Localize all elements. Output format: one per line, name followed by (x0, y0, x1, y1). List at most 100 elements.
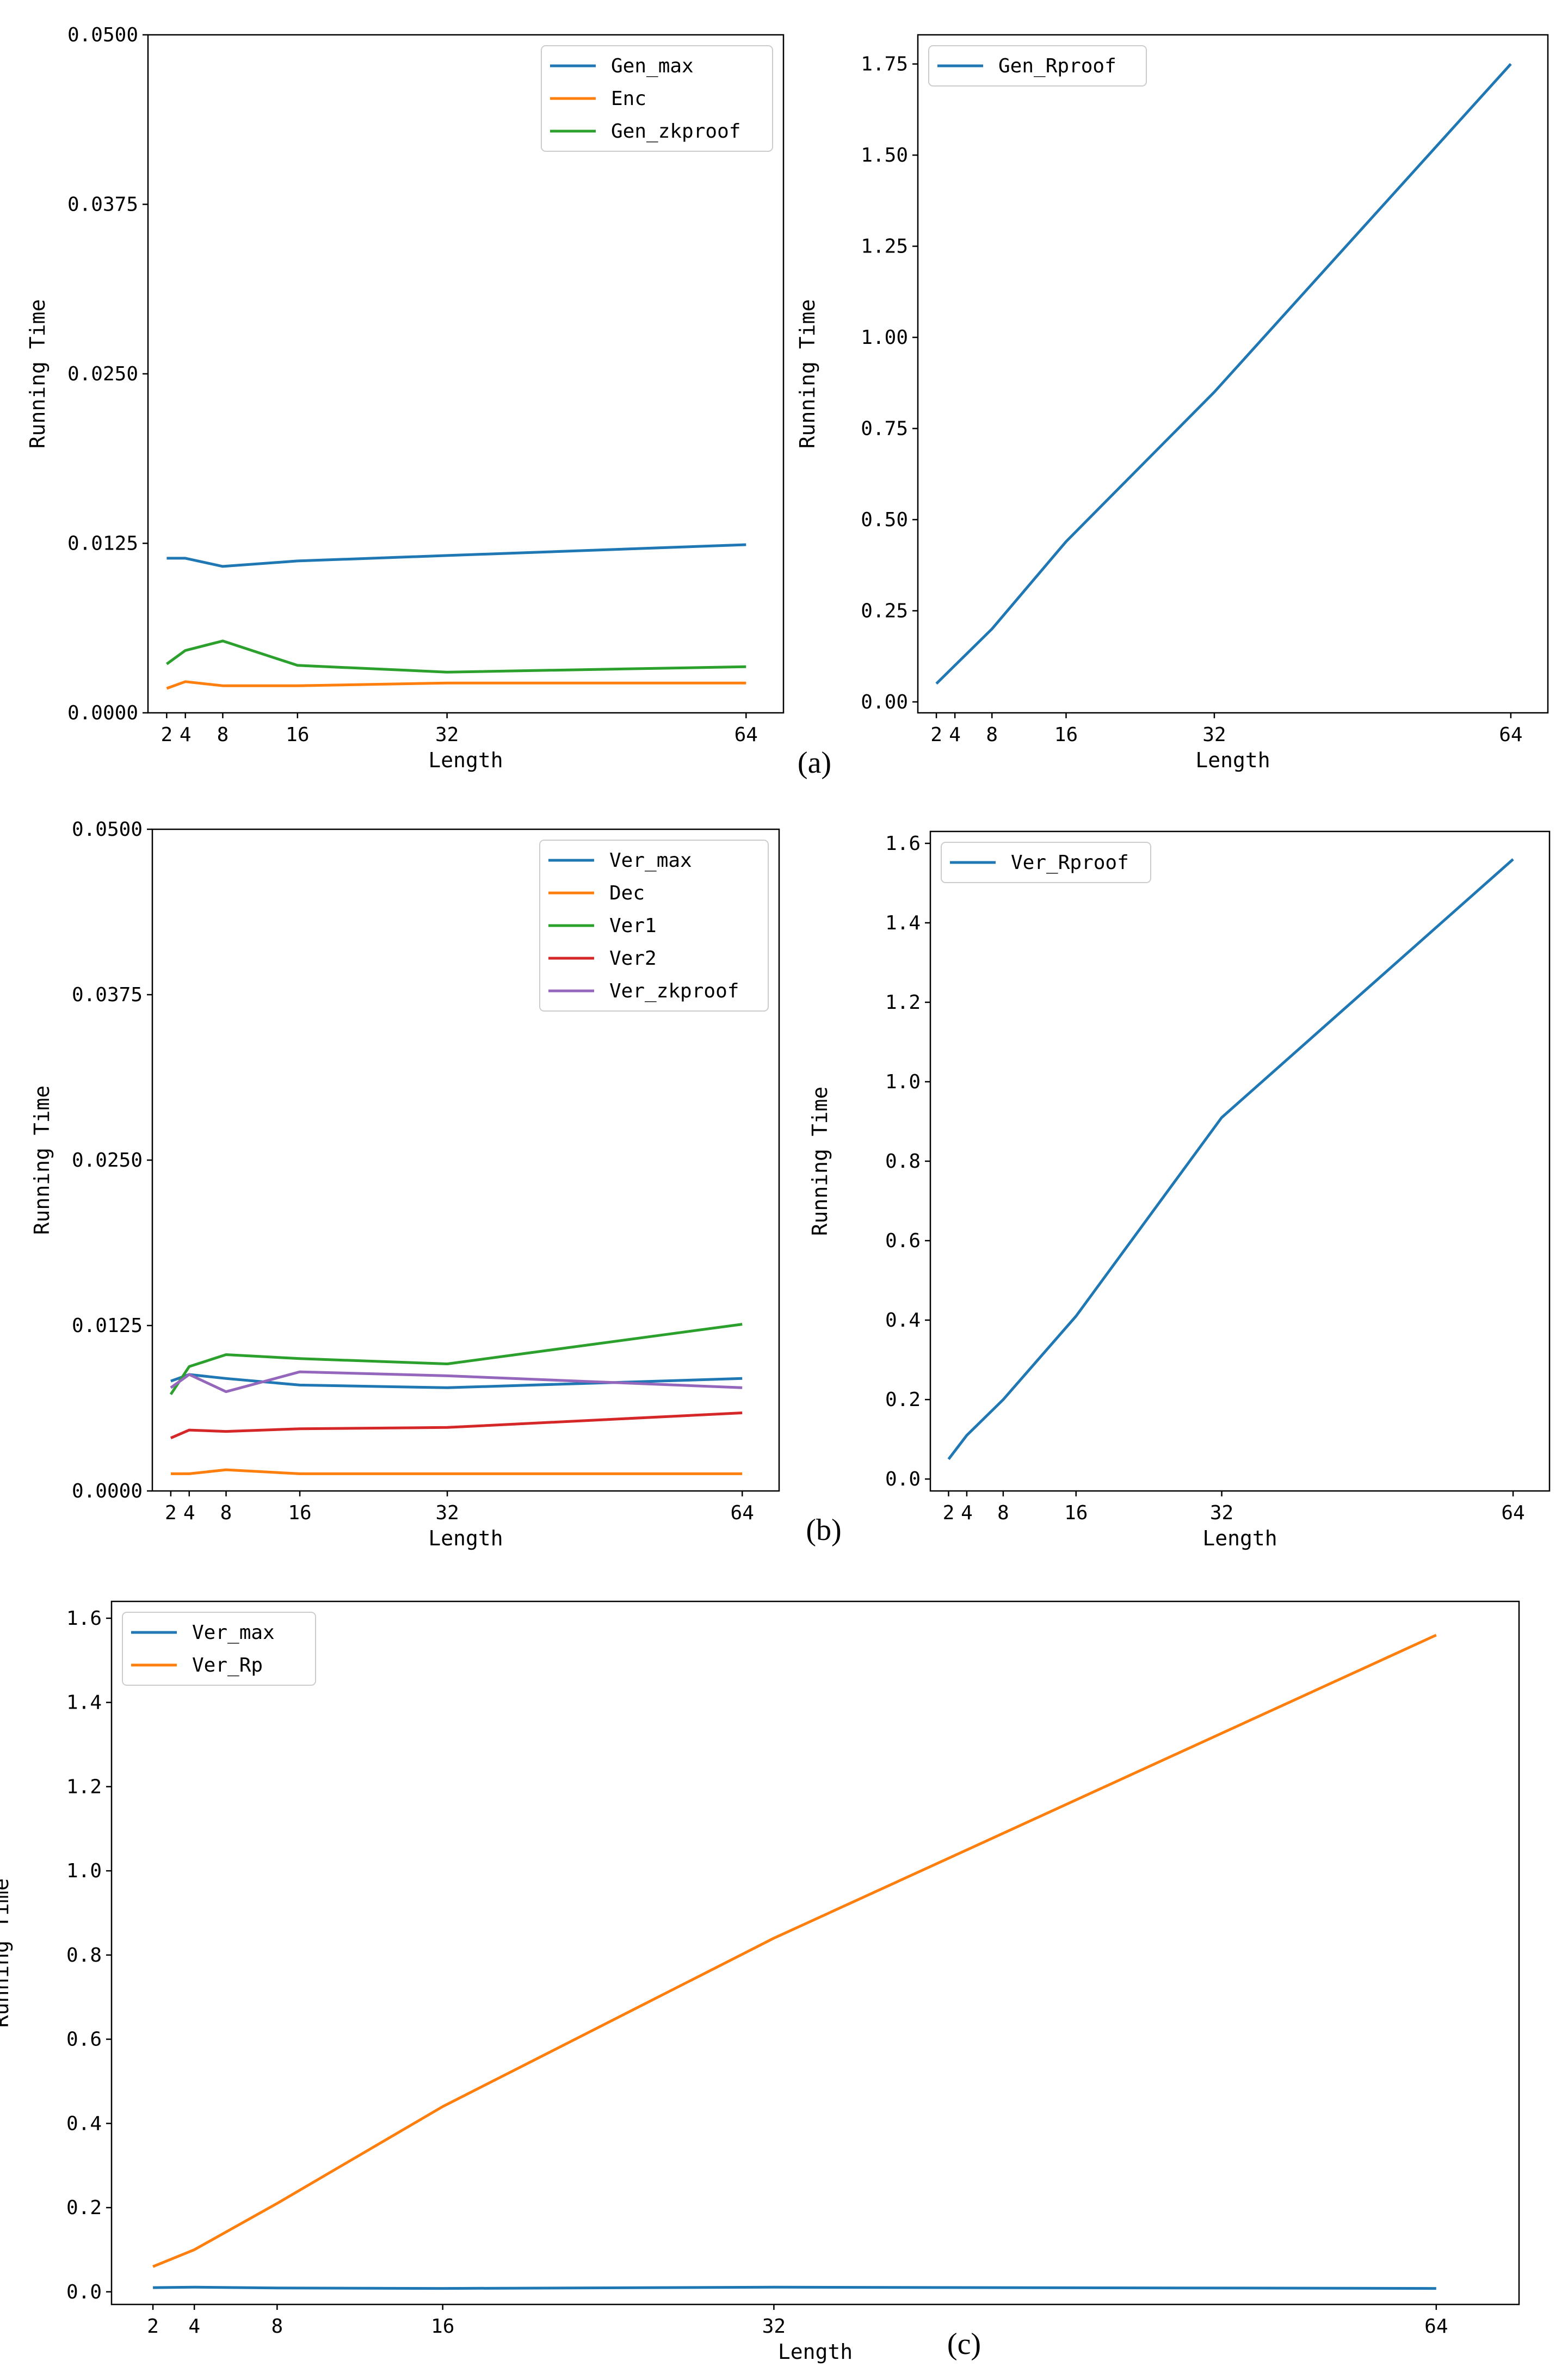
x-tick-label: 8 (217, 724, 229, 746)
y-tick-label: 0.2 (885, 1389, 921, 1411)
legend-label: Dec (609, 882, 645, 904)
y-tick-label: 0.8 (885, 1150, 921, 1173)
series-line-ver-zkproof (170, 1370, 743, 1394)
y-tick-label: 0.0500 (67, 24, 138, 46)
caption-b: (b) (806, 1513, 841, 1547)
y-tick-label: 1.0 (66, 1860, 102, 1882)
x-tick-label: 64 (1501, 1502, 1524, 1524)
y-tick-label: 0.0250 (72, 1149, 143, 1172)
y-tick-label: 1.0 (885, 1071, 921, 1093)
x-tick-label: 64 (1499, 724, 1522, 746)
chart-c: 0.0 0.2 0.4 0.6 0.8 1.0 1.2 1.4 1.6 2 4 8 16 32 64 Leng… (0, 1600, 1520, 2364)
y-tick-label: 0.0125 (67, 533, 138, 555)
x-tick-label: 8 (997, 1502, 1009, 1524)
series-line-gen-max (166, 543, 746, 568)
y-tick-label: 1.6 (885, 833, 921, 855)
x-tick-label: 16 (288, 1502, 311, 1524)
y-axis-label: Running Time (30, 1086, 54, 1235)
y-tick-label: 0.0375 (67, 194, 138, 216)
series-line-dec (170, 1468, 743, 1475)
legend-label: Ver_max (192, 1622, 275, 1644)
x-tick-label: 4 (180, 724, 192, 746)
chart-a-right: 0.00 0.25 0.50 0.75 1.00 1.25 1.50 1.75 2 4 8 16 32 6… (795, 34, 1549, 772)
x-tick-label: 16 (1054, 724, 1078, 746)
x-axis-label: Length (1195, 748, 1270, 772)
legend-label: Enc (611, 88, 646, 110)
x-tick-label: 2 (943, 1502, 955, 1524)
legend-label: Ver_zkproof (609, 980, 739, 1002)
x-tick-label: 64 (731, 1502, 754, 1524)
x-tick-label: 4 (949, 724, 961, 746)
series-line-ver-rproof (947, 858, 1514, 1460)
y-axis-label: Running Time (0, 1878, 13, 2028)
y-tick-label: 0.0500 (72, 818, 143, 841)
legend-label: Ver1 (609, 915, 657, 937)
series-line-gen-zkproof (165, 639, 746, 674)
y-tick-label: 1.50 (861, 144, 908, 167)
x-tick-label: 4 (183, 1502, 195, 1524)
x-tick-label: 16 (1064, 1502, 1088, 1524)
legend-label: Ver2 (609, 947, 657, 970)
y-tick-label: 1.6 (66, 1607, 102, 1630)
y-tick-label: 0.0125 (72, 1315, 143, 1337)
y-tick-label: 0.0 (66, 2281, 102, 2303)
plot-frame (917, 34, 1549, 714)
y-tick-label: 1.25 (861, 236, 908, 258)
legend-box (928, 45, 1147, 87)
x-tick-label: 2 (161, 724, 173, 746)
caption-a: (a) (798, 746, 831, 780)
y-tick-label: 0.8 (66, 1944, 102, 1967)
y-axis-label: Running Time (795, 299, 819, 449)
y-tick-label: 0.6 (885, 1230, 921, 1252)
x-tick-label: 4 (961, 1502, 973, 1524)
x-tick-label: 32 (762, 2315, 786, 2338)
y-tick-label: 0.4 (885, 1309, 921, 1332)
legend-box (541, 45, 773, 152)
chart-b-left: 0.0000 0.0125 0.0250 0.0375 0.0500 2 4 8 16 32 64 L… (30, 818, 780, 1550)
y-tick-label: 1.00 (861, 326, 908, 349)
series-line-ver1 (169, 1323, 743, 1395)
x-tick-label: 8 (220, 1502, 232, 1524)
chart-b-right: 0.0 0.2 0.4 0.6 0.8 1.0 1.2 1.4 1.6 2 4 8 16 32 64 Leng… (808, 830, 1551, 1550)
legend-box (122, 1612, 316, 1686)
series-line-ver-rp (152, 1634, 1437, 2268)
y-tick-label: 1.4 (66, 1692, 102, 1714)
y-tick-label: 0.50 (861, 509, 908, 531)
legend-label: Ver_max (609, 849, 692, 872)
x-tick-label: 32 (1202, 724, 1226, 746)
series-line-ver2 (170, 1412, 743, 1439)
y-tick-label: 0.0375 (72, 984, 143, 1006)
plot-frame (929, 830, 1551, 1492)
y-tick-label: 1.4 (885, 912, 921, 934)
y-tick-label: 0.0000 (67, 702, 138, 724)
y-tick-label: 0.6 (66, 2029, 102, 2051)
x-tick-label: 2 (165, 1502, 177, 1524)
x-axis-label: Length (428, 1526, 503, 1550)
series-line-gen-rproof (935, 63, 1512, 685)
legend-box (941, 842, 1151, 883)
legend-box (539, 840, 769, 1012)
legend-label: Gen_Rproof (998, 55, 1116, 77)
x-tick-label: 32 (435, 1502, 459, 1524)
y-tick-label: 0.4 (66, 2112, 102, 2135)
x-axis-label: Length (1202, 1526, 1277, 1550)
legend-label: Ver_Rproof (1011, 852, 1129, 874)
y-axis-label: Running Time (808, 1087, 832, 1236)
legend-label: Ver_Rp (192, 1654, 263, 1676)
x-tick-label: 16 (431, 2315, 454, 2338)
caption-c: (c) (947, 2327, 981, 2361)
plot-frame (110, 1600, 1520, 2306)
legend-label: Gen_zkproof (611, 120, 740, 143)
y-tick-label: 1.2 (66, 1776, 102, 1798)
x-tick-label: 2 (930, 724, 942, 746)
x-tick-label: 2 (147, 2315, 159, 2338)
series-line-ver-max (153, 2285, 1436, 2290)
x-tick-label: 32 (435, 724, 459, 746)
y-tick-label: 0.25 (861, 600, 908, 622)
chart-a-left: 0.0000 0.0125 0.0250 0.0375 0.0500 2 4 8 16 32 64 L… (26, 24, 785, 772)
x-tick-label: 16 (286, 724, 309, 746)
x-tick-label: 64 (734, 724, 758, 746)
y-tick-label: 0.0250 (67, 363, 138, 385)
y-tick-label: 1.75 (861, 53, 908, 76)
